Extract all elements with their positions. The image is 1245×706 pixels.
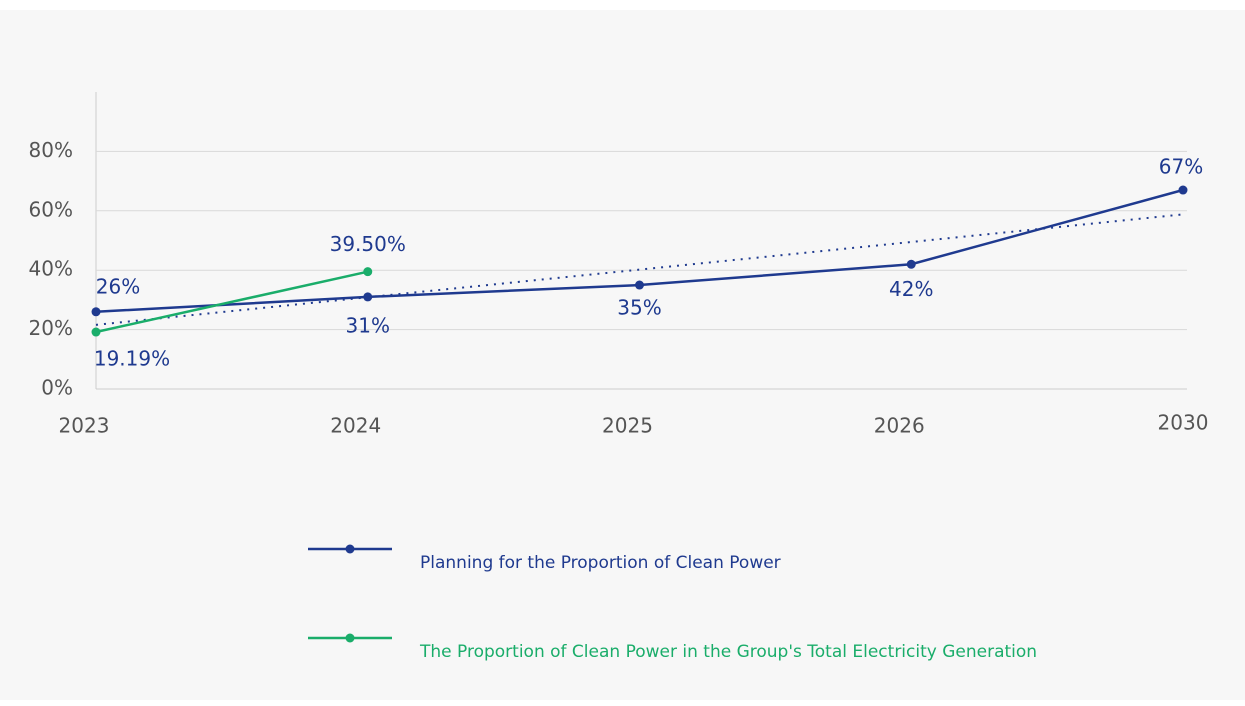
data-point [91, 327, 101, 337]
x-tick-label: 2025 [602, 414, 653, 438]
legend-label: The Proportion of Clean Power in the Gro… [419, 642, 1037, 662]
y-tick-label: 40% [29, 257, 73, 281]
series-line [95, 270, 369, 334]
data-label: 19.19% [94, 347, 170, 371]
legend-label: Planning for the Proportion of Clean Pow… [420, 553, 781, 573]
data-point [91, 307, 101, 317]
x-tick-label: 2030 [1158, 411, 1209, 435]
y-tick-label: 0% [41, 376, 73, 400]
x-tick-label: 2024 [330, 414, 381, 438]
data-point [635, 280, 644, 290]
x-tick-label: 2026 [874, 414, 925, 438]
y-tick-label: 80% [29, 138, 73, 162]
y-tick-label: 60% [29, 197, 73, 221]
background [0, 10, 1245, 700]
data-label: 67% [1159, 155, 1203, 179]
y-tick-label: 20% [29, 316, 73, 340]
data-label: 31% [346, 313, 390, 337]
data-point [363, 292, 373, 302]
x-tick-label: 2023 [59, 414, 110, 438]
legend-marker [345, 633, 355, 643]
data-label: 42% [889, 277, 933, 301]
data-point [1178, 185, 1188, 195]
data-label: 35% [617, 296, 661, 320]
data-point [906, 259, 916, 269]
data-label: 39.50% [330, 232, 406, 256]
data-point [363, 267, 373, 277]
data-label: 26% [96, 274, 140, 298]
legend-marker [345, 544, 355, 554]
